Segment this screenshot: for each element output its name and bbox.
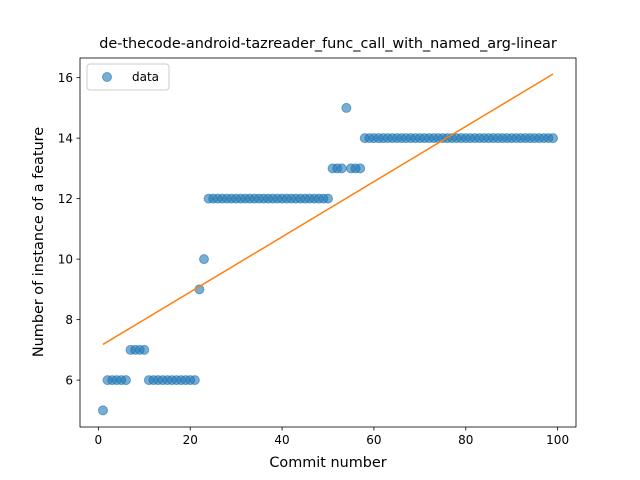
fit-line-layer	[102, 73, 554, 346]
data-point	[120, 375, 131, 386]
x-tick-label: 80	[458, 433, 473, 447]
legend-frame	[86, 63, 170, 91]
x-axis-label: Commit number	[269, 455, 386, 471]
data-point	[355, 163, 366, 174]
data-point	[97, 405, 108, 416]
chart-title: de-thecode-android-tazreader_func_call_w…	[99, 36, 557, 52]
y-axis-ticks: 6 8 10 12 14 16	[58, 71, 80, 387]
y-tick-label: 10	[58, 252, 73, 266]
y-tick-label: 12	[58, 192, 73, 206]
data-point	[323, 193, 333, 204]
x-axis-ticks: 0 20 40 60 80 100	[95, 427, 569, 447]
x-tick-label: 40	[274, 433, 289, 447]
y-tick-label: 14	[58, 131, 73, 145]
legend-entry-data: data	[132, 70, 159, 84]
y-tick-label: 8	[65, 313, 73, 327]
data-point	[199, 254, 209, 265]
points-layer	[97, 102, 559, 416]
data-point	[189, 375, 200, 386]
data-point	[139, 344, 150, 355]
fit-line	[102, 73, 554, 346]
plot-area	[80, 58, 576, 427]
x-tick-label: 100	[546, 433, 569, 447]
y-tick-label: 6	[65, 373, 73, 387]
x-tick-label: 20	[183, 433, 198, 447]
data-point	[548, 133, 559, 144]
data-point	[341, 102, 352, 113]
legend-marker	[102, 72, 112, 82]
legend: data	[86, 63, 170, 91]
y-tick-label: 16	[58, 71, 73, 85]
y-axis-label: Number of instance of a feature	[31, 127, 47, 357]
x-tick-label: 0	[95, 433, 103, 447]
x-tick-label: 60	[366, 433, 381, 447]
data-point	[336, 163, 347, 174]
plot-frame	[79, 57, 577, 428]
